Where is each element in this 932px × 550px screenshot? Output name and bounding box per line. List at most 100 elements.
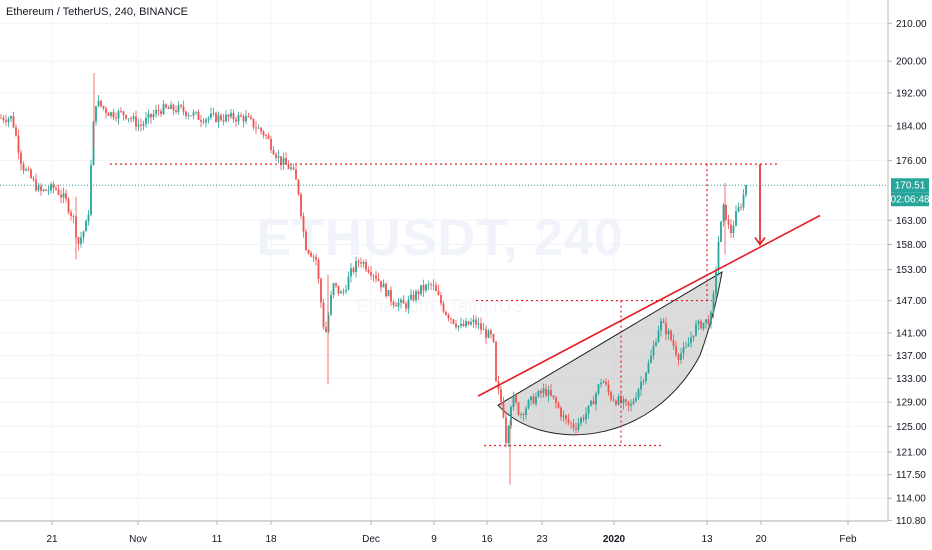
- candle: [522, 412, 525, 422]
- candle: [225, 110, 227, 123]
- candle: [425, 283, 427, 293]
- candle: [32, 175, 35, 182]
- candle: [127, 118, 130, 123]
- time-axis[interactable]: 21 Nov 11 18 Dec 9 16 23 2020 13 20 Feb: [46, 521, 857, 545]
- candle: [697, 319, 700, 331]
- last-price-tag: 170.51: [891, 178, 929, 193]
- candle: [112, 109, 115, 121]
- candle: [130, 115, 132, 123]
- candle: [727, 214, 730, 230]
- candle: [680, 348, 682, 364]
- candle: [442, 301, 445, 314]
- candle: [327, 311, 330, 334]
- candle: [5, 114, 7, 126]
- candle: [605, 378, 607, 387]
- candle: [80, 231, 82, 248]
- x-tick-label-8: 2020: [603, 534, 626, 545]
- candle: [705, 319, 707, 329]
- price-axis-background: [888, 0, 932, 550]
- candle: [660, 317, 662, 337]
- candle: [665, 316, 667, 341]
- candle: [232, 109, 235, 124]
- y-tick-label-8: 147.00: [896, 296, 927, 307]
- x-tick-label-6: 16: [481, 534, 493, 545]
- candle: [307, 249, 310, 256]
- y-tick-label-6: 158.00: [896, 240, 927, 251]
- candle: [347, 271, 350, 291]
- candle: [275, 152, 277, 161]
- candle: [420, 285, 422, 297]
- y-tick-label-17: 110.80: [896, 516, 926, 527]
- candle: [305, 229, 307, 251]
- candle: [455, 319, 457, 330]
- y-tick-label-10: 137.00: [896, 351, 927, 362]
- candle: [640, 375, 642, 396]
- candle: [357, 258, 360, 268]
- candle: [487, 328, 490, 339]
- candle: [170, 101, 172, 110]
- candle: [657, 325, 660, 344]
- candle: [387, 289, 390, 297]
- candle: [480, 317, 482, 335]
- candle: [312, 254, 315, 263]
- candle: [342, 288, 345, 296]
- candle: [567, 413, 570, 426]
- candle: [742, 189, 745, 211]
- candle: [575, 422, 577, 436]
- candle: [272, 145, 275, 155]
- candle: [192, 109, 195, 120]
- candle: [40, 183, 42, 196]
- candle: [470, 317, 472, 326]
- candle: [120, 106, 122, 113]
- candle: [550, 383, 552, 397]
- candle: [15, 124, 17, 137]
- x-tick-label-10: 20: [755, 534, 767, 545]
- price-axis[interactable]: 210.00 200.00 192.00 184.00 176.00 163.00 158.…: [888, 19, 927, 527]
- candle: [430, 282, 432, 290]
- candle: [495, 340, 497, 382]
- candle: [390, 286, 392, 306]
- candle: [545, 383, 547, 398]
- candle: [557, 401, 560, 409]
- candle: [207, 116, 210, 124]
- candle: [562, 410, 565, 422]
- candle: [690, 331, 692, 348]
- candle: [637, 388, 640, 401]
- candle: [530, 395, 532, 406]
- candle: [95, 106, 97, 126]
- candle: [632, 397, 635, 406]
- price-candles: [0, 72, 747, 485]
- candle: [382, 279, 385, 288]
- candle: [617, 393, 620, 406]
- candle: [290, 164, 292, 171]
- candle: [435, 281, 437, 292]
- candle: [610, 390, 612, 402]
- candle: [55, 185, 57, 192]
- candle: [445, 310, 447, 316]
- candle: [505, 412, 507, 448]
- candle: [20, 149, 22, 171]
- candle: [592, 395, 595, 405]
- candle: [92, 120, 95, 166]
- candle: [25, 167, 27, 172]
- candle: [2, 114, 5, 124]
- candle: [250, 114, 252, 121]
- candle: [212, 107, 215, 117]
- y-tick-label-1: 200.00: [896, 57, 927, 68]
- candle: [412, 290, 415, 303]
- candle: [432, 279, 435, 291]
- candle: [732, 220, 735, 238]
- candle: [280, 156, 282, 171]
- candle: [670, 329, 672, 342]
- candle: [585, 407, 587, 425]
- candle: [57, 184, 60, 196]
- candle: [602, 379, 605, 384]
- candle: [175, 105, 177, 115]
- x-tick-label-9: 13: [701, 534, 713, 545]
- candle: [552, 395, 555, 400]
- candle: [587, 405, 590, 419]
- candle: [525, 405, 527, 420]
- x-tick-label-7: 23: [536, 534, 548, 545]
- candle: [195, 111, 197, 116]
